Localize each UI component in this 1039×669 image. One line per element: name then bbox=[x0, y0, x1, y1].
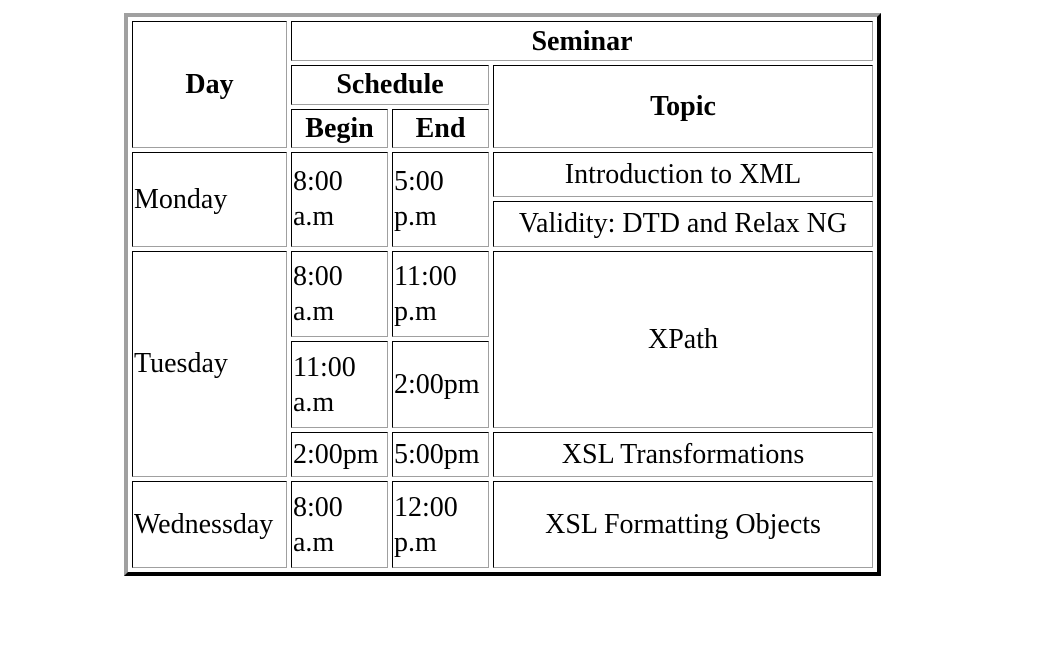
begin-cell: 11:00 a.m bbox=[291, 341, 388, 428]
seminar-header: Seminar bbox=[291, 21, 874, 62]
end-cell: 5:00pm bbox=[392, 431, 489, 478]
begin-header: Begin bbox=[291, 108, 388, 148]
topic-cell: XSL Transformations bbox=[493, 431, 874, 478]
table-row: Wednessday 8:00 a.m 12:00 p.m XSL Format… bbox=[132, 481, 874, 568]
begin-cell: 8:00 a.m bbox=[291, 250, 388, 338]
begin-cell: 2:00pm bbox=[291, 431, 388, 478]
end-header: End bbox=[392, 108, 489, 148]
begin-cell: 8:00 a.m bbox=[291, 151, 388, 247]
end-cell: 12:00 p.m bbox=[392, 481, 489, 568]
table-row: Tuesday 8:00 a.m 11:00 p.m XPath bbox=[132, 250, 874, 478]
header-row-2: Schedule Topic bbox=[132, 65, 874, 148]
begin-cell: 8:00 a.m bbox=[291, 481, 388, 568]
table-row: 2:00pm 5:00pm XSL Transformations bbox=[132, 431, 874, 478]
end-cell: 2:00pm bbox=[392, 341, 489, 428]
table-row: 11:00 a.m 2:00pm bbox=[132, 341, 873, 428]
day-cell-wednesday: Wednessday bbox=[132, 481, 287, 568]
topic-cell: XSL Formatting Objects bbox=[493, 481, 874, 568]
seminar-schedule-table: Day Seminar Schedule Topic Begin End Mon… bbox=[124, 13, 882, 576]
end-cell: 11:00 p.m bbox=[392, 250, 489, 338]
topic-header: Topic bbox=[493, 65, 874, 148]
day-cell-monday: Monday bbox=[132, 151, 287, 247]
table-row: Monday 8:00 a.m 5:00 p.m Introduction to… bbox=[132, 151, 874, 247]
day-header: Day bbox=[132, 21, 287, 148]
topic-cell: Validity: DTD and Relax NG bbox=[493, 201, 874, 247]
end-cell: 5:00 p.m bbox=[392, 151, 489, 247]
schedule-header: Schedule bbox=[291, 65, 489, 105]
topic-cell: Introduction to XML bbox=[493, 151, 874, 198]
topic-cell: XPath bbox=[493, 250, 874, 428]
header-row-1: Day Seminar bbox=[132, 21, 874, 148]
day-cell-tuesday: Tuesday bbox=[132, 250, 287, 478]
table-row: Validity: DTD and Relax NG bbox=[132, 201, 874, 247]
header-row-3: Begin End bbox=[132, 108, 873, 148]
